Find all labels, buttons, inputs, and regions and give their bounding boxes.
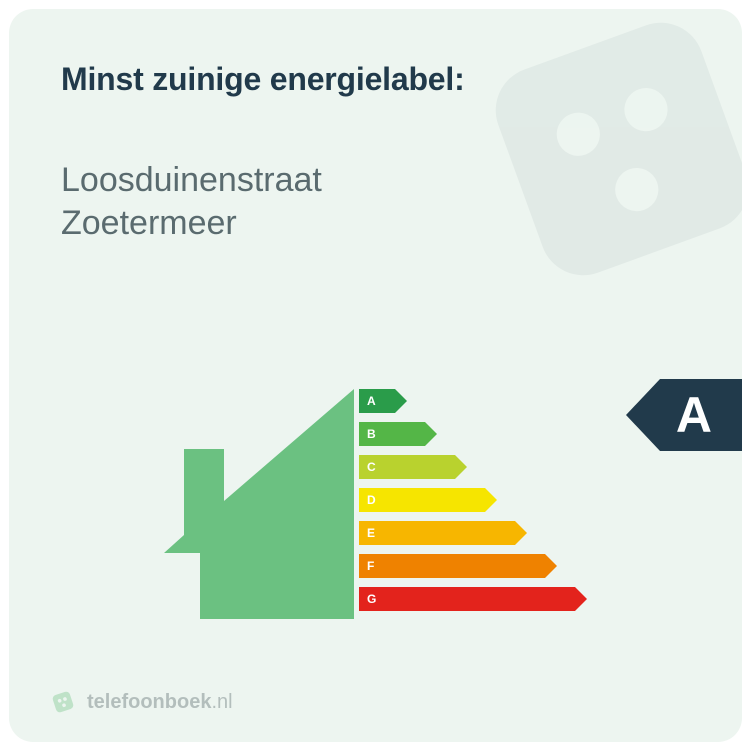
bar-letter: C [367,455,376,479]
footer-brand-name: telefoonboek [87,691,211,713]
energy-label-chart: ABCDEFG [164,389,584,629]
bar-letter: D [367,488,376,512]
footer-brand: telefoonboek.nl [49,688,233,716]
indicator-letter: A [660,379,742,451]
bar-letter: B [367,422,376,446]
info-card: Minst zuinige energielabel: Loosduinenst… [9,9,742,742]
indicator-arrow-icon [626,379,660,451]
footer-logo-icon [49,688,77,716]
location-line2: Zoetermeer [61,202,322,245]
footer-brand-ext: .nl [211,691,232,713]
footer-text: telefoonboek.nl [87,691,233,714]
location-line1: Loosduinenstraat [61,159,322,202]
bar-letter: G [367,587,376,611]
rating-indicator: A [626,379,742,451]
bar-letter: A [367,389,376,413]
bar-letter: F [367,554,374,578]
bar-letter: E [367,521,375,545]
location-text: Loosduinenstraat Zoetermeer [61,159,322,244]
bg-decoration-icon [442,9,742,329]
house-icon [164,389,364,629]
card-title: Minst zuinige energielabel: [61,61,465,98]
